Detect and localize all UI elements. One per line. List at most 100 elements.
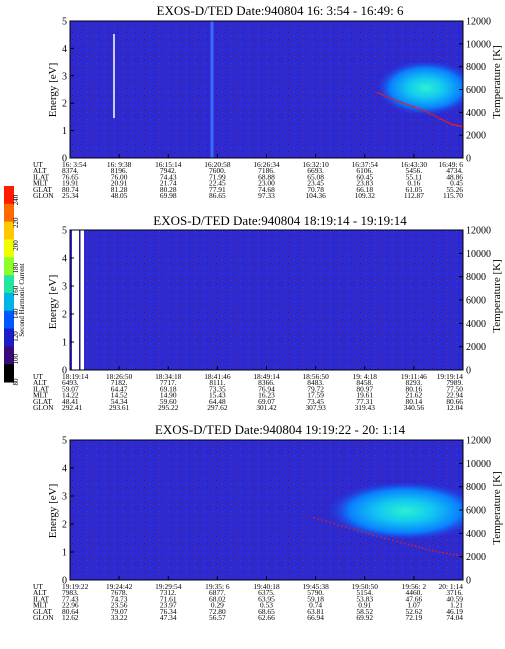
- temperature-point: [388, 96, 390, 99]
- y2-tick-label: 6000: [466, 506, 486, 517]
- footer-cell: 59.18: [307, 594, 324, 603]
- footer-cell: 20.91: [111, 179, 128, 188]
- footer-cell: 7989.: [446, 378, 463, 387]
- footer-cell: 77.43: [62, 594, 79, 603]
- y-tick-label: 2: [62, 310, 67, 321]
- footer-cell: 80.16: [406, 384, 423, 393]
- y-tick-label: 0: [62, 576, 67, 587]
- footer-cell: 7717.: [160, 378, 177, 387]
- footer-cell: 22.94: [446, 391, 463, 400]
- footer-cell: 86.65: [209, 191, 226, 200]
- footer-cell: 292.41: [62, 403, 83, 412]
- temperature-point: [419, 108, 422, 111]
- footer-cell: 16:15:14: [155, 160, 182, 169]
- footer-cell: 62.66: [258, 613, 275, 622]
- y-tick-label: 4: [62, 464, 67, 475]
- panel-2-title: EXOS-D/TED Date:940804 18:19:14 - 19:19:…: [153, 213, 407, 228]
- footer-cell: 14.22: [62, 391, 79, 400]
- footer-cell: 17.59: [307, 391, 324, 400]
- footer-cell: 68.65: [258, 607, 275, 616]
- footer-cell: 18:56:50: [302, 372, 329, 381]
- temperature-point: [341, 525, 343, 527]
- footer-cell: 19:45:38: [302, 582, 329, 591]
- temperature-point: [325, 520, 327, 522]
- temperature-point: [400, 101, 402, 103]
- footer-cell: 55.26: [446, 185, 463, 194]
- panel-1-title: EXOS-D/TED Date:940804 16: 3:54 - 16:49:…: [157, 3, 404, 18]
- footer-cell: 22.45: [209, 179, 226, 188]
- footer-cell: 79.07: [111, 607, 128, 616]
- temperature-point: [445, 552, 448, 555]
- footer-cell: 80.14: [406, 397, 423, 406]
- temperature-point: [458, 125, 461, 127]
- colorbar-swatch: [4, 203, 14, 223]
- temperature-point: [417, 107, 420, 110]
- temperature-point: [376, 91, 379, 94]
- temperature-point: [411, 544, 413, 547]
- footer-row-label: UT: [33, 582, 43, 591]
- colorbar-tick-label: 180: [12, 263, 20, 274]
- footer-cell: 25.34: [62, 191, 79, 200]
- footer-cell: 77.50: [446, 384, 463, 393]
- footer-row-label: ALT: [33, 166, 47, 175]
- footer-cell: 61.05: [406, 185, 423, 194]
- temperature-point: [455, 124, 458, 127]
- y-tick-label: 3: [62, 71, 67, 82]
- y-tick-label: 3: [62, 282, 67, 293]
- footer-cell: 69.92: [356, 613, 373, 622]
- temperature-point: [460, 125, 462, 127]
- temperature-point: [448, 122, 450, 124]
- temperature-point: [415, 107, 418, 109]
- footer-cell: 48.41: [62, 397, 79, 406]
- footer-cell: 80.97: [356, 384, 373, 393]
- footer-cell: 0.16: [407, 179, 420, 188]
- footer-cell: 23.83: [356, 179, 373, 188]
- colorbar-tick-label: 200: [12, 240, 20, 251]
- footer-cell: 19.91: [62, 179, 79, 188]
- colorbar-swatch: [4, 239, 14, 258]
- footer-cell: 23.97: [160, 601, 177, 610]
- temperature-point: [376, 535, 379, 538]
- footer-cell: 293.61: [109, 403, 130, 412]
- temperature-point: [372, 534, 375, 536]
- y2-tick-label: 8000: [466, 272, 486, 283]
- temperature-point: [427, 112, 430, 114]
- colorbar-swatch: [4, 364, 14, 383]
- temperature-point: [423, 110, 426, 112]
- colorbar-tick-label: 160: [12, 285, 20, 296]
- temperature-point: [406, 103, 408, 106]
- temperature-point: [421, 109, 424, 111]
- footer-cell: 0.29: [211, 601, 224, 610]
- colorbar-tick-label: 220: [12, 217, 20, 228]
- footer-cell: 6375.: [258, 588, 275, 597]
- colorbar-tick-label: 140: [12, 308, 20, 319]
- footer-row-label: UT: [33, 160, 43, 169]
- temperature-point: [396, 100, 398, 102]
- footer-cell: 5456.: [406, 166, 423, 175]
- panel-1-y2label: Temperature [K]: [491, 45, 503, 118]
- panel-3-y2label: Temperature [K]: [491, 471, 503, 544]
- footer-cell: 307.93: [305, 403, 326, 412]
- footer-cell: 18:34:18: [155, 372, 182, 381]
- temperature-point: [398, 100, 400, 103]
- footer-cell: 76.00: [111, 172, 128, 181]
- footer-cell: 7983.: [62, 588, 79, 597]
- footer-cell: 16: 9:38: [107, 160, 132, 169]
- footer-cell: 97.33: [258, 191, 275, 200]
- temperature-point: [454, 124, 456, 126]
- footer-cell: 23.00: [258, 179, 275, 188]
- temperature-point: [459, 554, 462, 557]
- footer-cell: 7600.: [209, 166, 226, 175]
- footer-row-label: ILAT: [33, 172, 49, 181]
- footer-row-label: ILAT: [33, 594, 49, 603]
- footer-cell: 80.28: [160, 185, 177, 194]
- colorbar-swatch: [4, 328, 14, 347]
- temperature-point: [457, 124, 459, 127]
- footer-cell: 15.43: [209, 391, 226, 400]
- colorbar-swatch: [4, 292, 14, 312]
- y2-tick-label: 12000: [466, 436, 491, 447]
- panel-2-ylabel: Energy [eV]: [47, 275, 59, 329]
- footer-row-label: MLT: [33, 601, 48, 610]
- footer-cell: 76.34: [160, 607, 177, 616]
- temperature-point: [384, 537, 386, 540]
